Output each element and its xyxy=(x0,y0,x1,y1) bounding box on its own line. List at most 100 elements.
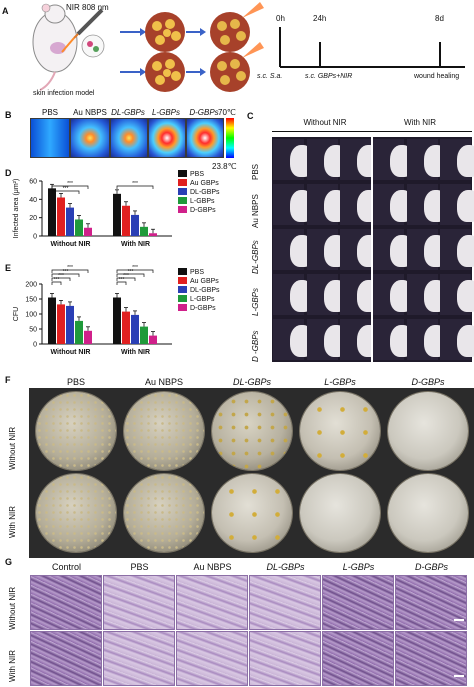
mouse-photo xyxy=(273,229,315,270)
mouse-photo xyxy=(406,274,448,315)
nir-label: NIR 808 nm xyxy=(66,3,109,12)
chart-d-infected-area: 0 20 40 60 Infected area (μm²) Without NIR Wit… xyxy=(13,170,220,248)
y-tick-label: 20 xyxy=(29,215,37,222)
y-tick-label: 100 xyxy=(25,312,37,319)
y-tick-label: 200 xyxy=(25,282,37,289)
thermal-image-dl xyxy=(110,118,148,158)
mouse-photo xyxy=(339,274,381,315)
histo-col-header-5: D-GBPs xyxy=(414,562,448,572)
significance-bracket xyxy=(116,273,145,277)
mouse-photo xyxy=(406,184,448,225)
y-tick-label: 0 xyxy=(33,234,37,241)
mouse-photo xyxy=(373,319,415,360)
mouse-photo xyxy=(306,184,348,225)
legend-label: Au GBPs xyxy=(190,180,219,187)
mouse-photo xyxy=(339,229,381,270)
cluster-top-right xyxy=(210,2,264,52)
x-category-label: Without NIR xyxy=(51,349,91,356)
mouse-photo xyxy=(273,274,315,315)
histology-image xyxy=(176,631,248,686)
mouse-grid-divider xyxy=(371,137,373,362)
mouse-photo xyxy=(439,319,474,360)
bar xyxy=(84,227,92,236)
significance-bracket xyxy=(51,190,80,194)
dish-without-nir-au xyxy=(124,392,204,470)
histology-image xyxy=(322,575,394,630)
significance-label: *** xyxy=(67,265,73,271)
y-axis-label: CFU xyxy=(13,307,20,321)
legend-label: DL-GBPs xyxy=(190,287,220,294)
mouse-photo xyxy=(273,319,315,360)
thermal-image-au xyxy=(70,118,110,158)
legend-swatch xyxy=(178,277,187,284)
cluster-bottom-left xyxy=(145,52,185,92)
dish-col-header-4: D-GBPs xyxy=(411,377,445,387)
significance-label: *** xyxy=(63,186,69,192)
dish-with-nir-l xyxy=(300,474,380,552)
bar xyxy=(57,197,65,236)
bar xyxy=(48,188,56,236)
mouse-photo xyxy=(339,139,381,180)
mouse-photo xyxy=(373,184,415,225)
timeline-t1: 24h xyxy=(313,14,327,23)
histo-col-header-2: Au NBPS xyxy=(193,562,232,572)
histology-image xyxy=(176,575,248,630)
timeline-event-0: s.c. S.a. xyxy=(257,73,283,80)
dish-with-nir-d xyxy=(388,474,468,552)
histology-image xyxy=(103,575,175,630)
cluster-top-left xyxy=(145,12,185,52)
mouse-photo xyxy=(439,139,474,180)
legend-label: D-GBPs xyxy=(190,305,216,312)
timeline-t0: 0h xyxy=(276,14,285,23)
x-category-label: With NIR xyxy=(121,241,150,248)
legend-swatch xyxy=(178,179,187,186)
mouse-photo xyxy=(306,319,348,360)
legend-swatch xyxy=(178,304,187,311)
mouse-photo xyxy=(373,229,415,270)
significance-bracket xyxy=(116,277,136,281)
bar xyxy=(122,205,130,236)
panel-label-g: G xyxy=(5,557,13,567)
histo-row-label-1: With NIR xyxy=(8,650,17,682)
x-category-label: Without NIR xyxy=(51,241,91,248)
thermal-header-4: D-GBPs xyxy=(189,108,219,117)
mouse-photo xyxy=(439,184,474,225)
panel-label-a: A xyxy=(2,6,9,16)
mouse-photo xyxy=(339,184,381,225)
timeline-event-2: wound healing xyxy=(414,73,460,80)
schematic-illustration xyxy=(32,2,264,92)
cluster-bottom-right xyxy=(210,42,264,92)
histology-image xyxy=(322,631,394,686)
y-tick-label: 150 xyxy=(25,297,37,304)
significance-bracket xyxy=(51,185,89,189)
histo-col-header-1: PBS xyxy=(130,562,149,572)
mouse-photo xyxy=(439,274,474,315)
timeline xyxy=(279,27,465,68)
mouse-row-label-2: DL-GBPs xyxy=(251,240,260,274)
y-tick-label: 0 xyxy=(33,342,37,349)
mouse-photo xyxy=(273,184,315,225)
y-tick-label: 50 xyxy=(29,327,37,334)
legend-swatch xyxy=(178,286,187,293)
panel-label-c: C xyxy=(247,111,254,121)
legend-label: D-GBPs xyxy=(190,207,216,214)
thermal-header-1: Au NBPS xyxy=(73,108,107,117)
histology-image xyxy=(103,631,175,686)
histo-col-header-3: DL-GBPs xyxy=(266,562,305,572)
legend-label: L-GBPs xyxy=(190,198,215,205)
thermal-image-d xyxy=(186,118,224,158)
significance-label: *** xyxy=(123,273,129,279)
legend-swatch xyxy=(178,170,187,177)
dish-without-nir-l xyxy=(300,392,380,470)
mouse-photo xyxy=(439,229,474,270)
temp-max-label: 70℃ xyxy=(218,108,236,117)
bar xyxy=(140,326,148,344)
significance-label: *** xyxy=(132,181,138,187)
scale-bar xyxy=(454,619,464,621)
histo-col-header-4: L-GBPs xyxy=(342,562,375,572)
bar xyxy=(113,193,121,236)
dish-without-nir-dl xyxy=(212,392,292,470)
bar xyxy=(84,330,92,344)
dish-without-nir-d xyxy=(388,392,468,470)
